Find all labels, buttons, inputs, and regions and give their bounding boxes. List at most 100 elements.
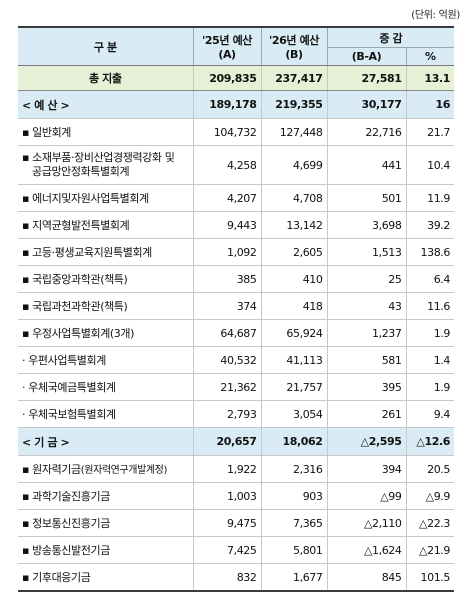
fund-section-v26: 18,062 bbox=[260, 427, 327, 456]
row-v25: 64,687 bbox=[192, 319, 261, 347]
row-v25: 832 bbox=[192, 563, 261, 592]
row-pct: 6.4 bbox=[405, 265, 454, 293]
fund-section-label: < 기 금 > bbox=[18, 427, 193, 456]
table-row: ▪ 정보통신진흥기금 9,475 7,365 △2,110 △22.3 bbox=[18, 509, 454, 537]
budget-section-row: < 예 산 > 189,178 219,355 30,177 16 bbox=[18, 90, 454, 119]
table-row: ▪ 에너지및자원사업특별회계 4,207 4,708 501 11.9 bbox=[18, 184, 454, 212]
fund-section-row: < 기 금 > 20,657 18,062 △2,595 △12.6 bbox=[18, 427, 454, 456]
table-row: ▪ 국립중앙과학관(책특) 385 410 25 6.4 bbox=[18, 265, 454, 293]
table-row: ▪ 과학기술진흥기금 1,003 903 △99 △9.9 bbox=[18, 482, 454, 510]
row-label: ▪ 기후대응기금 bbox=[18, 563, 193, 592]
row-diff: 845 bbox=[326, 563, 406, 592]
row-label: · 우편사업특별회계 bbox=[18, 346, 193, 374]
fund-section-pct: △12.6 bbox=[405, 427, 454, 456]
row-v25: 9,443 bbox=[192, 211, 261, 239]
table-row: ▪ 고등·평생교육지원특별회계 1,092 2,605 1,513 138.6 bbox=[18, 238, 454, 266]
row-v26: 4,699 bbox=[260, 145, 327, 185]
row-label: ▪ 정보통신진흥기금 bbox=[18, 509, 193, 537]
total-diff: 27,581 bbox=[326, 65, 406, 91]
budget-section-diff: 30,177 bbox=[326, 90, 406, 119]
total-v25: 209,835 bbox=[192, 65, 261, 91]
row-v26: 2,605 bbox=[260, 238, 327, 266]
table-row: · 우체국예금특별회계 21,362 21,757 395 1.9 bbox=[18, 373, 454, 401]
row-pct: 1.9 bbox=[405, 319, 454, 347]
row-v26: 3,054 bbox=[260, 400, 327, 428]
row-diff: 261 bbox=[326, 400, 406, 428]
table-row: · 우체국보험특별회계 2,793 3,054 261 9.4 bbox=[18, 400, 454, 428]
row-diff: 581 bbox=[326, 346, 406, 374]
row-v26: 903 bbox=[260, 482, 327, 510]
table-row: · 우편사업특별회계 40,532 41,113 581 1.4 bbox=[18, 346, 454, 374]
row-label: ▪ 과학기술진흥기금 bbox=[18, 482, 193, 510]
header-budget-26-sub: (B) bbox=[285, 48, 303, 61]
row-label: ▪ 원자력기금(원자력연구개발계정) bbox=[18, 455, 193, 483]
header-change-pct: % bbox=[405, 47, 454, 66]
row-diff: 3,698 bbox=[326, 211, 406, 239]
row-v26: 65,924 bbox=[260, 319, 327, 347]
total-pct: 13.1 bbox=[405, 65, 454, 91]
header-change-abs: (B-A) bbox=[327, 47, 407, 66]
row-v26: 4,708 bbox=[260, 184, 327, 212]
table-row: ▪ 소재부품·장비산업경쟁력강화 및 공급망안정화특별회계 4,258 4,69… bbox=[18, 145, 454, 185]
row-label-line2: 공급망안정화특별회계 bbox=[32, 165, 130, 178]
row-v25: 385 bbox=[192, 265, 261, 293]
row-diff: 501 bbox=[326, 184, 406, 212]
row-label: ▪ 에너지및자원사업특별회계 bbox=[18, 184, 193, 212]
row-v26: 21,757 bbox=[260, 373, 327, 401]
row-pct: 21.7 bbox=[405, 118, 454, 146]
header-budget-25: '25년 예산 (A) bbox=[192, 26, 262, 66]
row-v25: 1,922 bbox=[192, 455, 261, 483]
row-label: ▪ 우정사업특별회계(3개) bbox=[18, 319, 193, 347]
row-v26: 410 bbox=[260, 265, 327, 293]
row-v25: 1,003 bbox=[192, 482, 261, 510]
row-diff: △99 bbox=[326, 482, 406, 510]
row-v25: 1,092 bbox=[192, 238, 261, 266]
row-label: ▪ 고등·평생교육지원특별회계 bbox=[18, 238, 193, 266]
row-v25: 9,475 bbox=[192, 509, 261, 537]
row-label: ▪ 소재부품·장비산업경쟁력강화 및 공급망안정화특별회계 bbox=[18, 145, 193, 185]
row-pct: 101.5 bbox=[405, 563, 454, 592]
unit-note: (단위: 억원) bbox=[411, 10, 460, 21]
row-pct: 1.4 bbox=[405, 346, 454, 374]
row-pct: 39.2 bbox=[405, 211, 454, 239]
row-diff: 25 bbox=[326, 265, 406, 293]
row-v26: 418 bbox=[260, 292, 327, 320]
total-v26: 237,417 bbox=[260, 65, 327, 91]
fund-section-v25: 20,657 bbox=[192, 427, 261, 456]
table-row: ▪ 기후대응기금 832 1,677 845 101.5 bbox=[18, 563, 454, 592]
row-diff: 1,237 bbox=[326, 319, 406, 347]
table-row: ▪ 국립과천과학관(책특) 374 418 43 11.6 bbox=[18, 292, 454, 320]
row-v25: 21,362 bbox=[192, 373, 261, 401]
header-budget-25-sub: (A) bbox=[218, 48, 236, 61]
row-diff: △1,624 bbox=[326, 536, 406, 564]
header-budget-26: '26년 예산 (B) bbox=[260, 26, 328, 66]
row-diff: 22,716 bbox=[326, 118, 406, 146]
row-pct: △9.9 bbox=[405, 482, 454, 510]
row-label-main: ▪ 원자력기금 bbox=[22, 463, 81, 476]
header-budget-25-label: '25년 예산 bbox=[201, 34, 253, 47]
row-v25: 7,425 bbox=[192, 536, 261, 564]
row-label: ▪ 일반회계 bbox=[18, 118, 193, 146]
row-v25: 4,207 bbox=[192, 184, 261, 212]
table-row: ▪ 원자력기금(원자력연구개발계정) 1,922 2,316 394 20.5 bbox=[18, 455, 454, 483]
header-category: 구 분 bbox=[18, 26, 194, 66]
fund-section-diff: △2,595 bbox=[326, 427, 406, 456]
row-label: ▪ 국립과천과학관(책특) bbox=[18, 292, 193, 320]
header-change: 증 감 bbox=[326, 26, 454, 48]
row-v26: 5,801 bbox=[260, 536, 327, 564]
row-v26: 7,365 bbox=[260, 509, 327, 537]
row-v26: 127,448 bbox=[260, 118, 327, 146]
row-label: · 우체국예금특별회계 bbox=[18, 373, 193, 401]
budget-section-label: < 예 산 > bbox=[18, 90, 193, 119]
row-v25: 40,532 bbox=[192, 346, 261, 374]
row-v25: 374 bbox=[192, 292, 261, 320]
row-label: · 우체국보험특별회계 bbox=[18, 400, 193, 428]
table-row: ▪ 우정사업특별회계(3개) 64,687 65,924 1,237 1.9 bbox=[18, 319, 454, 347]
row-label-line1: ▪ 소재부품·장비산업경쟁력강화 및 bbox=[22, 151, 175, 164]
row-pct: 11.6 bbox=[405, 292, 454, 320]
row-diff: 395 bbox=[326, 373, 406, 401]
row-v26: 1,677 bbox=[260, 563, 327, 592]
row-pct: 1.9 bbox=[405, 373, 454, 401]
table-row: ▪ 방송통신발전기금 7,425 5,801 △1,624 △21.9 bbox=[18, 536, 454, 564]
